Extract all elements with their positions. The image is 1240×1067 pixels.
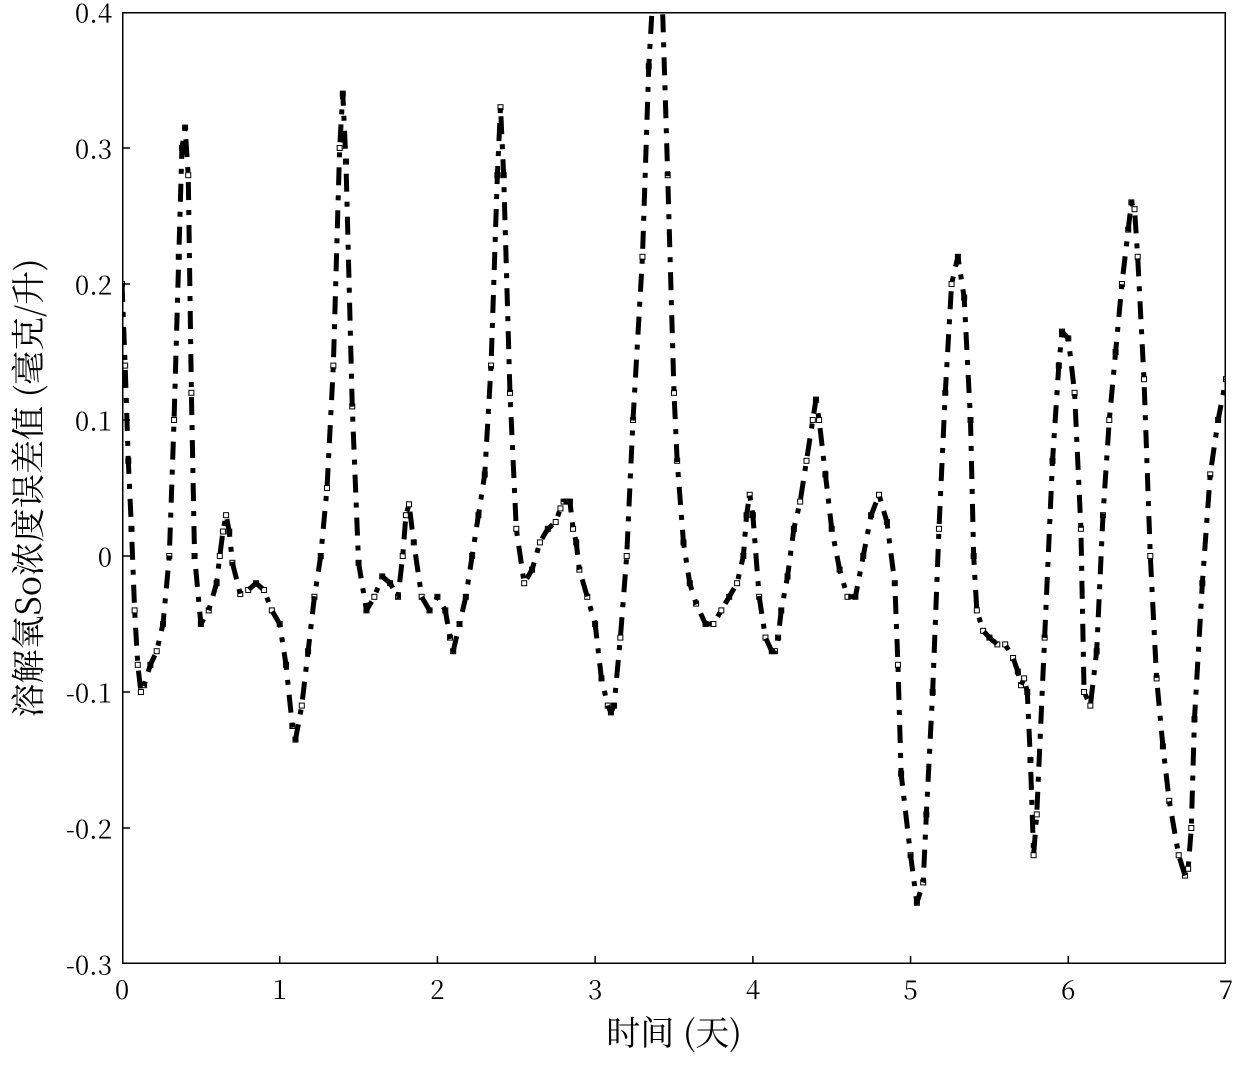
x-tick-label: 2 <box>430 970 444 1007</box>
x-tick-label: 5 <box>903 970 917 1007</box>
x-tick-label: 6 <box>1061 970 1075 1007</box>
figure: 溶解氧So浓度误差值 (毫克/升) 时间 (天) 0 1 2 3 4 5 6 7 -0.3 -0.… <box>0 0 1240 1067</box>
y-tick-label: -0.1 <box>66 674 112 711</box>
y-tick-label: 0.3 <box>75 130 112 167</box>
x-tick-label: 7 <box>1219 970 1233 1007</box>
x-axis-label: 时间 (天) <box>606 1006 741 1055</box>
y-tick-label: 0.1 <box>75 402 112 439</box>
y-axis-label: 溶解氧So浓度误差值 (毫克/升) <box>2 259 51 718</box>
chart-plot-area <box>122 12 1226 964</box>
y-tick-label: 0.4 <box>75 0 112 31</box>
y-tick-label: -0.3 <box>66 946 112 983</box>
y-tick-label: 0 <box>98 538 112 575</box>
y-tick-label: -0.2 <box>66 810 112 847</box>
x-tick-label: 1 <box>273 970 287 1007</box>
x-tick-label: 3 <box>588 970 602 1007</box>
x-tick-label: 4 <box>746 970 760 1007</box>
y-tick-label: 0.2 <box>75 266 112 303</box>
x-tick-label: 0 <box>115 970 129 1007</box>
